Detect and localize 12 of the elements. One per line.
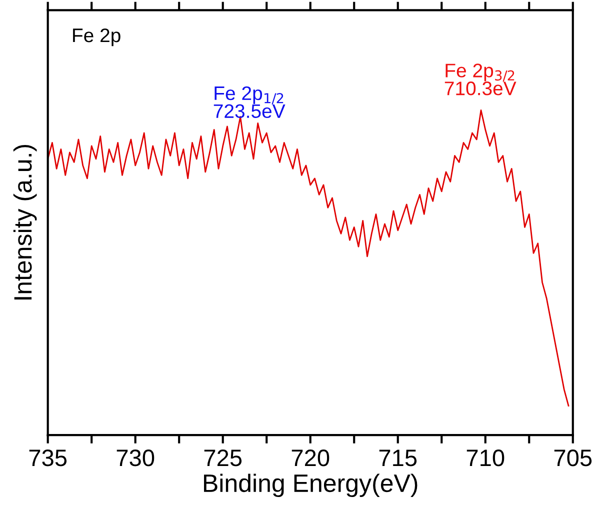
x-tick-label: 725 [204,450,242,466]
x-tick-label: 735 [29,450,67,466]
x-tick-label: 715 [379,450,417,466]
x-tick-label: 730 [116,450,154,466]
x-tick-label: 705 [554,450,592,466]
annotation: Fe 2p$_{1/2}$ 723.5eV [214,86,286,118]
x-tick-label: 720 [292,450,330,466]
x-axis-title: Binding Energy(eV) [204,474,418,498]
x-tick-label: 710 [466,450,504,466]
text: Fe 2p [73,28,120,46]
annotation: Fe 2p$_{3/2}$ 710.3eV [444,64,516,96]
y-axis-title: Intensity (a.u.) [13,144,37,300]
